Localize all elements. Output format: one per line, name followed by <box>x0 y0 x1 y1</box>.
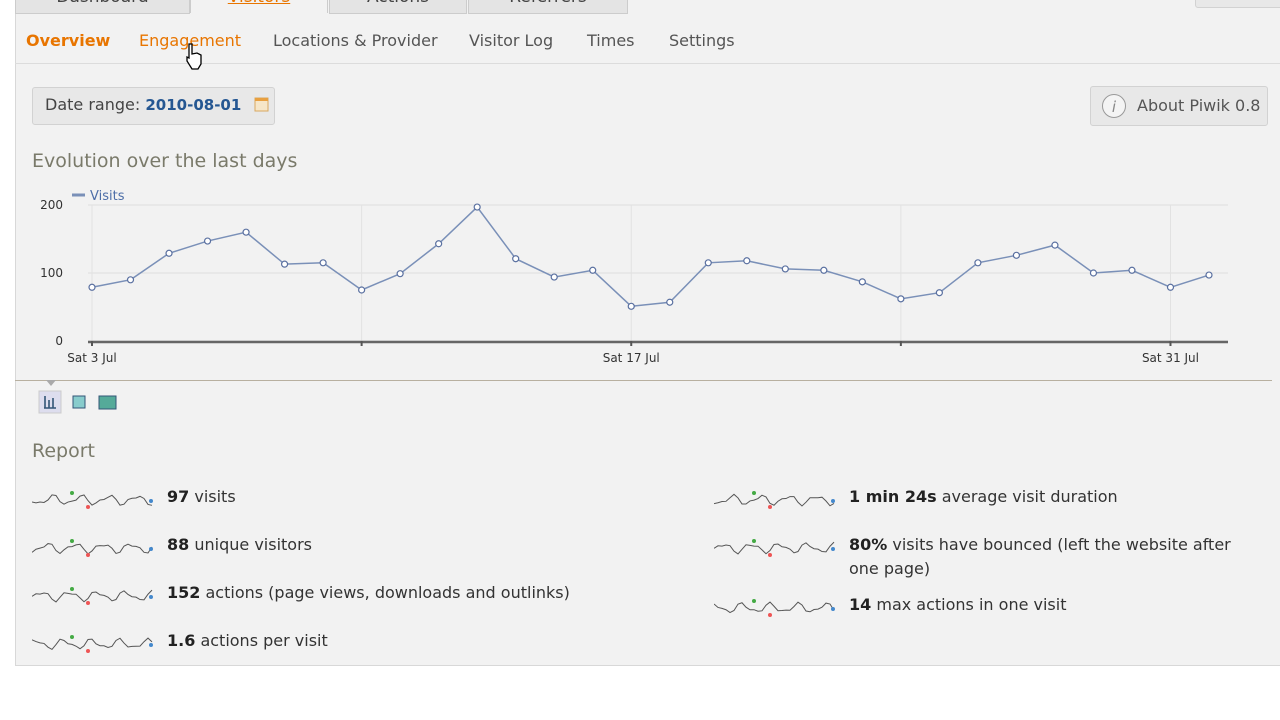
info-icon: i <box>1102 94 1126 118</box>
point <box>704 259 712 267</box>
sparkline <box>714 491 835 509</box>
metric-text: actions (page views, downloads and outli… <box>205 583 570 602</box>
metric-text: unique visitors <box>194 535 312 554</box>
point <box>974 259 982 267</box>
point <box>1166 283 1175 291</box>
y-tick-label: 200 <box>40 198 63 212</box>
point <box>396 270 404 278</box>
search-box[interactable] <box>1195 0 1280 8</box>
sparkline <box>32 635 153 653</box>
chart: 0 100 200 Sat 3 Jul Sat 17 Jul Sat 31 Jul Visi… <box>40 189 1228 365</box>
sparkline <box>32 587 153 605</box>
report-item: 1 min 24s average visit duration <box>849 485 1249 509</box>
metric-value: 80% <box>849 535 888 554</box>
subnav-link[interactable]: Times <box>587 31 635 50</box>
point <box>1128 266 1136 274</box>
tab[interactable]: Referrers <box>468 0 628 14</box>
line <box>91 205 1210 308</box>
subnav-link[interactable]: Engagement <box>139 31 242 50</box>
metric-value: 1.6 <box>167 631 196 650</box>
export-icon[interactable] <box>72 395 86 409</box>
date-range[interactable]: Date range: 2010-08-01 <box>32 87 275 125</box>
tab[interactable]: Actions <box>329 0 467 14</box>
tab[interactable]: Dashboard <box>15 0 190 14</box>
divider <box>15 63 1280 64</box>
point <box>820 266 828 274</box>
about-button[interactable]: i About Piwik 0.8 <box>1090 86 1268 126</box>
point <box>319 259 327 267</box>
tab[interactable]: Visitors <box>190 0 328 13</box>
cursor <box>186 43 202 70</box>
subnav-link[interactable]: Settings <box>669 31 735 50</box>
y-tick-label: 0 <box>55 334 63 348</box>
subnav-link[interactable]: Locations & Provider <box>273 31 438 50</box>
point <box>781 265 789 273</box>
point <box>203 237 212 245</box>
point <box>88 283 96 291</box>
pointer <box>46 380 56 386</box>
report-item: 152 actions (page views, downloads and o… <box>167 581 687 605</box>
metric-text: average visit duration <box>941 487 1118 506</box>
point <box>1089 269 1098 277</box>
x-tick-label: Sat 17 Jul <box>603 351 660 365</box>
subnav-link[interactable]: Overview <box>26 31 111 50</box>
chart-title: Evolution over the last days <box>32 150 298 172</box>
image-icon[interactable] <box>98 395 117 410</box>
calendar-icon <box>254 97 269 112</box>
point <box>1012 251 1021 259</box>
metric-text: max actions in one visit <box>876 595 1067 614</box>
metric-text: actions per visit <box>200 631 328 650</box>
point <box>165 249 173 257</box>
legend-label: Visits <box>90 189 125 204</box>
metric-value: 152 <box>167 583 201 602</box>
point <box>435 240 443 248</box>
point <box>935 289 943 297</box>
report-item: 1.6 actions per visit <box>167 629 687 653</box>
metric-value: 97 <box>167 487 190 506</box>
metric-text: visits have bounced (left the website af… <box>849 535 1231 578</box>
subnav-link[interactable]: Visitor Log <box>469 31 554 50</box>
sparkline <box>714 539 835 557</box>
point <box>1051 241 1059 249</box>
point <box>897 295 905 303</box>
point <box>126 276 135 284</box>
point <box>512 255 520 263</box>
divider <box>15 380 1272 381</box>
point <box>550 273 558 281</box>
point <box>858 278 866 286</box>
point <box>473 203 481 211</box>
metric-text: visits <box>194 487 236 506</box>
report-item: 97 visits <box>167 485 687 509</box>
point <box>280 260 289 268</box>
report-item: 80% visits have bounced (left the websit… <box>849 533 1249 581</box>
date-label: Date range: <box>45 95 141 114</box>
metric-value: 1 min 24s <box>849 487 937 506</box>
report-item: 14 max actions in one visit <box>849 593 1249 617</box>
svg-text:i: i <box>1112 98 1117 116</box>
x-tick-label: Sat 3 Jul <box>67 351 116 365</box>
point <box>589 266 597 274</box>
date-value: 2010-08-01 <box>145 96 242 114</box>
sparkline <box>32 491 153 509</box>
sparkline <box>714 599 835 617</box>
bar-chart-icon[interactable] <box>38 390 62 414</box>
metric-value: 88 <box>167 535 190 554</box>
x-tick-label: Sat 31 Jul <box>1142 351 1199 365</box>
point <box>242 228 250 236</box>
about-text: About Piwik 0.8 <box>1137 96 1261 115</box>
y-tick-label: 100 <box>40 266 63 280</box>
report-item: 88 unique visitors <box>167 533 687 557</box>
section-title: Report <box>32 440 95 462</box>
sparkline <box>32 539 153 557</box>
view-icons <box>38 390 117 414</box>
point <box>1205 271 1213 279</box>
metric-value: 14 <box>849 595 872 614</box>
point <box>358 286 366 294</box>
point <box>666 298 674 306</box>
point <box>743 257 751 265</box>
point <box>627 302 635 310</box>
